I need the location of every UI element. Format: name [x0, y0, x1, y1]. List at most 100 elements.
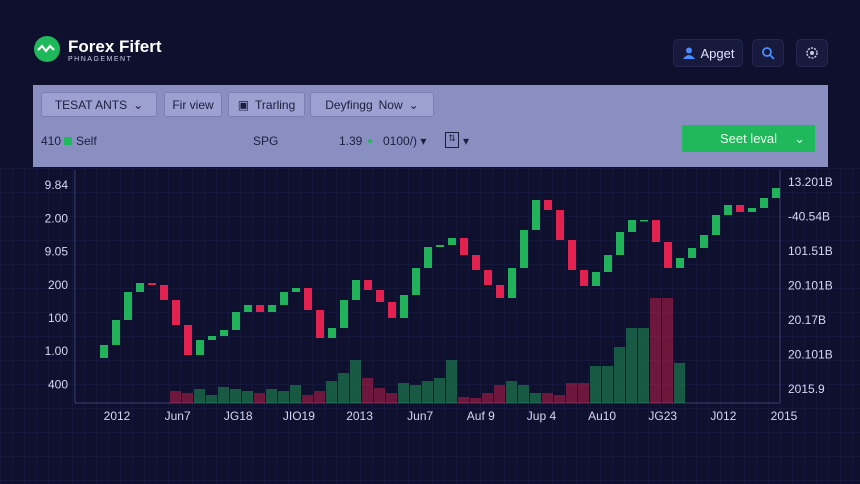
- left-label: 200: [48, 278, 68, 292]
- right-label: 20.101B: [788, 279, 833, 293]
- settings-icon: [806, 47, 818, 59]
- x-label: J012: [710, 409, 736, 423]
- candle: [160, 285, 168, 300]
- volume-bar: [494, 385, 505, 403]
- candle: [700, 235, 708, 248]
- candle: [208, 336, 216, 340]
- button[interactable]: Fir view: [164, 92, 222, 117]
- candle: [496, 285, 504, 298]
- volume-bar: [194, 389, 205, 403]
- button-label: Trarling: [255, 97, 296, 112]
- settings-button[interactable]: [796, 39, 828, 67]
- candle: [472, 255, 480, 270]
- button-label: Fir view: [172, 97, 214, 112]
- chevron: ⌄: [133, 97, 144, 112]
- candle: [664, 242, 672, 268]
- volume-bar: [458, 397, 469, 403]
- x-label: JIO19: [283, 409, 315, 423]
- search-button[interactable]: [752, 39, 784, 67]
- candle: [628, 220, 636, 232]
- volume-bar: [518, 385, 529, 403]
- candle: [388, 302, 396, 318]
- volume-bar: [482, 393, 493, 403]
- candle: [652, 220, 660, 242]
- candle: [616, 232, 624, 255]
- volume-bar: [530, 393, 541, 403]
- side: Self: [76, 134, 97, 148]
- volume-bar: [242, 391, 253, 403]
- volume-bar: [638, 328, 649, 403]
- right-label: 20.101B: [788, 348, 833, 362]
- dropdown-label: TESAT ANTS: [54, 97, 128, 112]
- volume-bar: [386, 393, 397, 403]
- candle: [304, 288, 312, 310]
- candle: [184, 325, 192, 355]
- dropdown[interactable]: Deyfingg Now ⌄: [310, 92, 434, 117]
- x-label: Jun7: [165, 409, 191, 423]
- candle: [556, 210, 564, 240]
- brand: Forex Fifert: [68, 37, 162, 56]
- candle: [268, 305, 276, 312]
- candle: [760, 198, 768, 208]
- right-label: 13.201B: [788, 175, 833, 189]
- account-button[interactable]: Apget: [673, 39, 743, 67]
- action-label: Seet leval: [719, 131, 778, 146]
- volume-bar: [626, 328, 637, 403]
- x-label: Auf 9: [467, 409, 495, 423]
- x-label: Au10: [588, 409, 616, 423]
- search-icon: [762, 47, 775, 60]
- volume-bar: [182, 393, 193, 403]
- size: 0100/): [383, 134, 418, 148]
- candle: [484, 270, 492, 285]
- dropdown[interactable]: TESAT ANTS ⌄: [41, 92, 157, 117]
- volume-bar: [578, 383, 589, 403]
- volume-bar: [206, 395, 217, 403]
- volume-bar: [542, 393, 553, 403]
- volume-bar: [602, 366, 613, 403]
- candle: [508, 268, 516, 298]
- left-label: 2.00: [45, 211, 69, 225]
- volume-bar: [350, 360, 361, 403]
- left-label: 1.00: [45, 344, 69, 358]
- candle: [580, 270, 588, 286]
- left-label: 9.84: [45, 178, 69, 192]
- candle: [232, 312, 240, 330]
- volume-bar: [218, 387, 229, 403]
- size-dropdown[interactable]: 0100/) ▾: [383, 134, 427, 148]
- action-button[interactable]: Seet leval ⌄: [682, 125, 815, 152]
- volume-bar: [446, 360, 457, 403]
- candle: [592, 272, 600, 286]
- volume-bar: [590, 366, 601, 403]
- candle: [244, 305, 252, 312]
- candle: [520, 230, 528, 268]
- x-label: 2012: [104, 409, 131, 423]
- candle: [436, 245, 444, 247]
- volume-bar: [302, 395, 313, 403]
- account-name: Apget: [700, 45, 735, 61]
- volume-bar: [506, 381, 517, 403]
- volume-bar: [650, 298, 661, 403]
- candle: [400, 295, 408, 318]
- button[interactable]: ▣ Trarling: [228, 92, 305, 117]
- volume-bar: [674, 363, 685, 403]
- x-label: Jup 4: [527, 409, 557, 423]
- status-dot: [368, 139, 372, 143]
- order-icon[interactable]: ⇅: [445, 132, 459, 148]
- tagline: PHNAGEMENT: [68, 56, 133, 63]
- candle: [772, 188, 780, 198]
- dropdown-value: Now: [378, 97, 403, 112]
- candle: [568, 240, 576, 270]
- volume-bar: [422, 381, 433, 403]
- right-label: -40.54B: [788, 210, 830, 224]
- volume-bar: [170, 391, 181, 403]
- volume-bar: [290, 385, 301, 403]
- chevron: ⌄: [408, 97, 419, 112]
- candle: [748, 208, 756, 212]
- symbol: SPG: [253, 134, 279, 148]
- left-label: 400: [48, 377, 68, 391]
- x-label: 2015: [771, 409, 798, 423]
- candle: [532, 200, 540, 230]
- candle: [316, 310, 324, 338]
- candle: [280, 292, 288, 305]
